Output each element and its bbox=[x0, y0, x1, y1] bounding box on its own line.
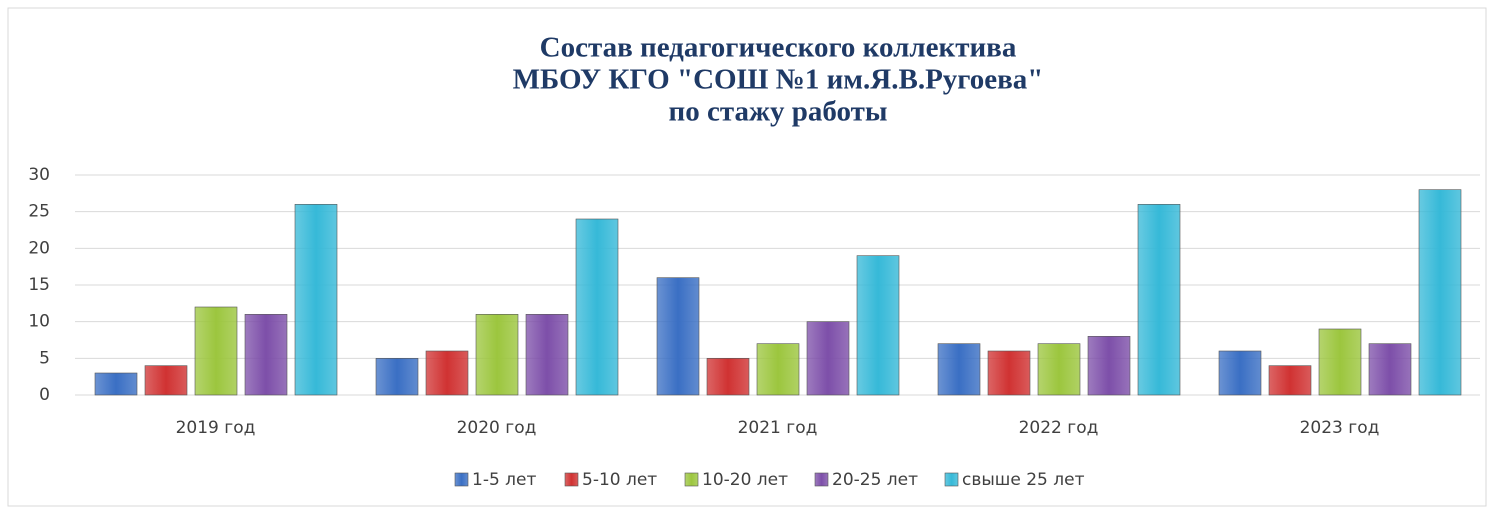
x-tick-label: 2020 год bbox=[457, 418, 537, 438]
y-tick-label: 15 bbox=[28, 275, 50, 295]
bar bbox=[425, 350, 469, 396]
y-tick-label: 0 bbox=[39, 385, 50, 405]
legend-label: 20-25 лет bbox=[832, 470, 918, 490]
bar bbox=[144, 365, 188, 396]
legend-label: 1-5 лет bbox=[472, 470, 536, 490]
bar bbox=[656, 277, 700, 396]
y-tick-label: 10 bbox=[28, 312, 50, 332]
legend-swatch bbox=[454, 472, 469, 487]
bar bbox=[375, 358, 419, 396]
bar bbox=[1318, 328, 1362, 396]
legend-swatch bbox=[564, 472, 579, 487]
bar bbox=[1268, 365, 1312, 396]
x-tick-label: 2022 год bbox=[1019, 418, 1099, 438]
bar bbox=[806, 321, 850, 396]
chart-frame bbox=[7, 7, 1487, 507]
bar bbox=[706, 358, 750, 396]
bar bbox=[756, 343, 800, 396]
x-tick-label: 2019 год bbox=[176, 418, 256, 438]
bar bbox=[987, 350, 1031, 396]
bar bbox=[575, 218, 619, 396]
bar bbox=[475, 314, 519, 396]
bar bbox=[1368, 343, 1412, 396]
y-tick-label: 20 bbox=[28, 238, 50, 258]
legend-swatch bbox=[814, 472, 829, 487]
bar bbox=[94, 372, 138, 396]
bar bbox=[194, 306, 238, 396]
legend-label: 10-20 лет bbox=[702, 470, 788, 490]
chart-title: по стажу работы bbox=[669, 96, 888, 128]
bar bbox=[1218, 350, 1262, 396]
legend-label: свыше 25 лет bbox=[962, 470, 1085, 490]
bar bbox=[525, 314, 569, 396]
bar bbox=[1418, 189, 1462, 396]
y-tick-label: 30 bbox=[28, 165, 50, 185]
legend-label: 5-10 лет bbox=[582, 470, 657, 490]
x-tick-label: 2021 год bbox=[738, 418, 818, 438]
bar bbox=[1087, 336, 1131, 396]
bar bbox=[856, 255, 900, 396]
bar bbox=[1137, 204, 1181, 396]
bar bbox=[937, 343, 981, 396]
chart-title: МБОУ КГО "СОШ №1 им.Я.В.Ругоева" bbox=[513, 64, 1044, 96]
bar bbox=[244, 314, 288, 396]
legend-swatch bbox=[944, 472, 959, 487]
y-tick-label: 5 bbox=[39, 348, 50, 368]
bar bbox=[294, 204, 338, 396]
chart-title: Состав педагогического коллектива bbox=[540, 32, 1017, 64]
bar bbox=[1037, 343, 1081, 396]
legend-swatch bbox=[684, 472, 699, 487]
y-tick-label: 25 bbox=[28, 202, 50, 222]
x-tick-label: 2023 год bbox=[1300, 418, 1380, 438]
